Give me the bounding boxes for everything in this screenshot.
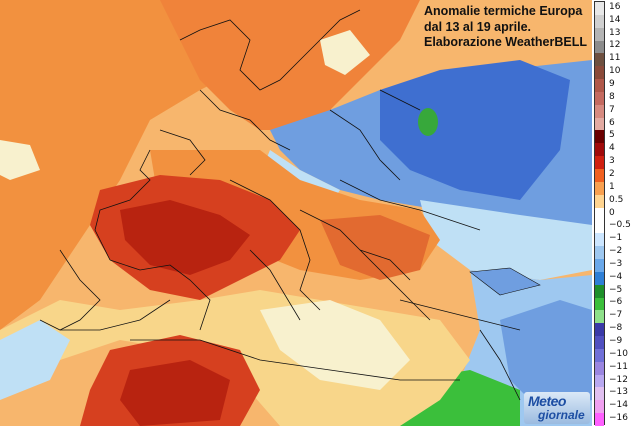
legend-tick-label: 8 <box>609 91 615 102</box>
legend-swatch <box>595 66 604 80</box>
legend-swatch <box>595 284 604 298</box>
legend-tick-label: 3 <box>609 156 615 167</box>
legend-tick-label: −0.5 <box>609 220 631 231</box>
legend-tick-label: −4 <box>609 271 623 282</box>
legend-swatch <box>595 258 604 273</box>
legend-tick-label: 7 <box>609 104 615 115</box>
legend-swatch <box>595 130 604 144</box>
legend-tick-label: −1 <box>609 233 623 244</box>
legend-tick-label: 2 <box>609 168 615 179</box>
legend-swatch <box>595 207 604 221</box>
legend-tick-label: −10 <box>609 348 628 359</box>
blacksea-cool <box>420 200 592 280</box>
russia-colder <box>380 60 570 200</box>
legend-swatch <box>595 336 604 350</box>
legend-swatch <box>595 156 604 170</box>
central-med-neutral <box>260 300 410 390</box>
france-very-hot <box>120 200 250 275</box>
legend-tick-label: −7 <box>609 310 623 321</box>
legend-swatch <box>595 143 604 157</box>
legend-tick-label: −9 <box>609 335 623 346</box>
legend-swatch <box>595 27 604 42</box>
legend-tick-label: −16 <box>609 413 628 424</box>
legend-color-bar <box>594 1 605 426</box>
legend-tick-label: 14 <box>609 14 621 25</box>
title-line-2: dal 13 al 19 aprile. <box>424 19 532 34</box>
legend-tick-label: 5 <box>609 130 615 141</box>
legend-swatch <box>595 233 604 247</box>
russia-green-blob <box>418 108 438 136</box>
legend-tick-label: −13 <box>609 387 628 398</box>
legend-tick-label: 4 <box>609 143 615 154</box>
scandinavia-warm <box>160 0 420 130</box>
legend-swatch <box>595 413 604 426</box>
map-title: Anomalie termiche Europa dal 13 al 19 ap… <box>424 4 594 51</box>
north-africa-very-hot <box>120 360 230 426</box>
temperature-anomaly-map <box>0 0 592 426</box>
legend-swatch <box>595 181 604 196</box>
legend-tick-label: −5 <box>609 284 623 295</box>
legend-swatch <box>595 117 604 131</box>
legend-swatch <box>595 271 604 286</box>
legend-tick-label: −12 <box>609 374 628 385</box>
borders <box>39 9 521 401</box>
legend-tick-label: 11 <box>609 53 621 64</box>
legend-swatch <box>595 400 604 414</box>
atlantic-neutral <box>0 140 40 180</box>
logo-text-giornale: giornale <box>538 408 585 422</box>
legend-swatch <box>595 104 604 119</box>
legend-swatch <box>595 40 604 54</box>
logo-text-meteo: Meteo <box>528 393 566 409</box>
legend-swatch <box>595 361 604 376</box>
legend-tick-label: −3 <box>609 258 623 269</box>
legend-tick-label: 10 <box>609 66 621 77</box>
legend-tick-label: 6 <box>609 117 615 128</box>
legend-swatch <box>595 374 604 388</box>
meteogiornale-logo: Meteo giornale <box>524 392 590 424</box>
legend-swatch <box>595 220 604 234</box>
west-atlantic-cool <box>0 320 70 400</box>
legend-swatch <box>595 297 604 311</box>
legend-tick-label: 12 <box>609 40 621 51</box>
legend-swatch <box>595 323 604 337</box>
legend-tick-label: −8 <box>609 323 623 334</box>
legend-swatch <box>595 169 604 183</box>
legend-swatch <box>595 246 604 260</box>
legend-swatch <box>595 2 604 16</box>
black-sea <box>469 267 541 296</box>
legend-swatch <box>595 79 604 93</box>
balkans-warm <box>320 215 430 280</box>
legend-tick-label: 16 <box>609 1 621 12</box>
legend-swatch <box>595 53 604 67</box>
legend-swatch <box>595 91 604 106</box>
legend-tick-label: 9 <box>609 79 615 89</box>
legend-tick-label: 13 <box>609 27 621 38</box>
legend-tick-label: −2 <box>609 246 623 257</box>
legend-tick-label: 1 <box>609 181 615 192</box>
legend-tick-label: 0.5 <box>609 194 624 205</box>
legend-tick-label: −11 <box>609 361 628 372</box>
finland-neutral <box>320 30 370 75</box>
title-line-3: Elaborazione WeatherBELL <box>424 35 587 49</box>
legend-tick-label: −6 <box>609 297 623 308</box>
legend: 16 14 13 12 11 10 9 8 7 6 5 4 3 2 1 0.5 0 −0.5 −1 −2 −3 −4 −5 −… <box>592 0 640 426</box>
legend-tick-label: −14 <box>609 400 628 411</box>
legend-swatch <box>595 387 604 401</box>
middle-east-cold <box>500 300 592 410</box>
title-line-1: Anomalie termiche Europa <box>424 4 583 18</box>
legend-swatch <box>595 14 604 29</box>
legend-tick-label: 0 <box>609 207 615 218</box>
legend-swatch <box>595 310 604 324</box>
legend-swatch <box>595 348 604 363</box>
legend-swatch <box>595 194 604 209</box>
